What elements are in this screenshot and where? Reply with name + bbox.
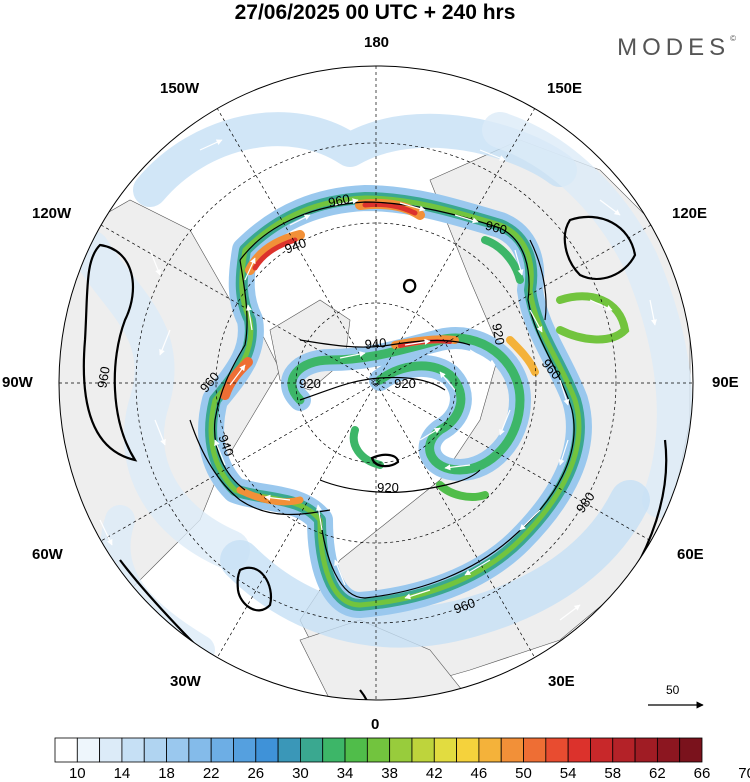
colorbar-cell xyxy=(478,737,502,763)
map-border xyxy=(58,65,694,701)
reference-vector-label: 50 xyxy=(666,683,680,697)
colorbar-cell xyxy=(54,737,78,763)
colorbar-label: 46 xyxy=(470,765,488,782)
colorbar-cell xyxy=(679,737,703,763)
colorbar-cell xyxy=(433,737,457,763)
lon-label-30e: 30E xyxy=(548,673,575,690)
colorbar-cell xyxy=(210,737,234,763)
colorbar-label: 66 xyxy=(693,765,711,782)
colorbar-label: 22 xyxy=(202,765,220,782)
colorbar-cell xyxy=(143,737,167,763)
contour-label: 960 xyxy=(484,218,509,238)
colorbar-cell xyxy=(277,737,301,763)
colorbar-cell xyxy=(322,737,346,763)
colorbar-label: 38 xyxy=(381,765,398,782)
colorbar-cell xyxy=(500,737,524,763)
contour-label: 940 xyxy=(283,235,309,257)
copyright-mark: © xyxy=(730,34,736,43)
lon-label-30w: 30W xyxy=(170,673,201,690)
colorbar-label: 14 xyxy=(113,765,131,782)
colorbar-cell xyxy=(366,737,391,763)
colorbar-label: 54 xyxy=(559,765,577,782)
height-contours xyxy=(189,201,575,599)
wind-vectors xyxy=(99,139,657,631)
colorbar-cell xyxy=(612,737,636,763)
colorbar-label: 10 xyxy=(68,765,86,782)
colorbar-cell xyxy=(121,737,145,763)
colorbar-cell xyxy=(300,737,324,763)
colorbar-cell xyxy=(344,737,368,763)
contour-label: 920 xyxy=(299,376,321,391)
colorbar-label: 30 xyxy=(292,765,309,782)
colorbar-cells xyxy=(54,737,703,763)
lon-label-90w: 90W xyxy=(2,374,33,391)
colorbar-cell xyxy=(99,737,123,763)
colorbar-cell xyxy=(590,737,614,763)
contour-label: 940 xyxy=(215,433,237,459)
colorbar-cell xyxy=(545,737,569,763)
contour-label: 960 xyxy=(452,595,478,617)
colorbar-label: 50 xyxy=(515,765,532,782)
colorbar-label: 26 xyxy=(247,765,265,782)
colorbar-cell xyxy=(523,737,547,763)
graticule xyxy=(59,66,693,700)
colorbar-cell xyxy=(255,737,279,763)
lon-label-90e: 90E xyxy=(712,374,739,391)
lon-label-60e: 60E xyxy=(677,546,704,563)
contour-label: 940 xyxy=(364,335,387,352)
map-title: 27/06/2025 00 UTC + 240 hrs xyxy=(234,1,516,24)
colorbar xyxy=(54,737,703,763)
lon-label-150e: 150E xyxy=(547,80,583,97)
colorbar-label: 18 xyxy=(158,765,175,782)
lon-label-180: 180 xyxy=(364,34,390,51)
contour-label: 920 xyxy=(489,322,508,346)
wind-shading-outer-jet xyxy=(198,185,592,618)
contour-label: 960 xyxy=(327,191,351,210)
contour-label: 920 xyxy=(394,376,416,391)
brand-name: MODES xyxy=(617,34,731,61)
lon-label-150w: 150W xyxy=(160,80,200,97)
colorbar-cell xyxy=(188,737,212,763)
lon-label-60w: 60W xyxy=(32,546,63,563)
colorbar-label: 34 xyxy=(336,765,354,782)
colorbar-cell xyxy=(456,737,480,763)
colorbar-cell xyxy=(567,737,591,763)
colorbar-cell xyxy=(166,737,190,763)
map-field: 960 940 960 920 960 940 960 920 920 940 … xyxy=(59,66,693,700)
colorbar-cell xyxy=(656,737,681,763)
colorbar-cell xyxy=(76,737,101,763)
lon-label-120e: 120E xyxy=(672,205,708,222)
contour-label: 920 xyxy=(377,480,399,495)
lon-label-0: 0 xyxy=(371,716,380,733)
colorbar-label: 42 xyxy=(425,765,443,782)
contour-label: 960 xyxy=(94,365,113,389)
colorbar-cell xyxy=(389,737,413,763)
colorbar-cell xyxy=(411,737,435,763)
colorbar-label: 62 xyxy=(649,765,666,782)
colorbar-label: 58 xyxy=(604,765,622,782)
colorbar-cell xyxy=(233,737,257,763)
lon-label-120w: 120W xyxy=(32,205,72,222)
colorbar-label: 70 xyxy=(738,765,750,782)
brand-logo: MODES© xyxy=(617,34,736,62)
colorbar-cell xyxy=(634,737,658,763)
